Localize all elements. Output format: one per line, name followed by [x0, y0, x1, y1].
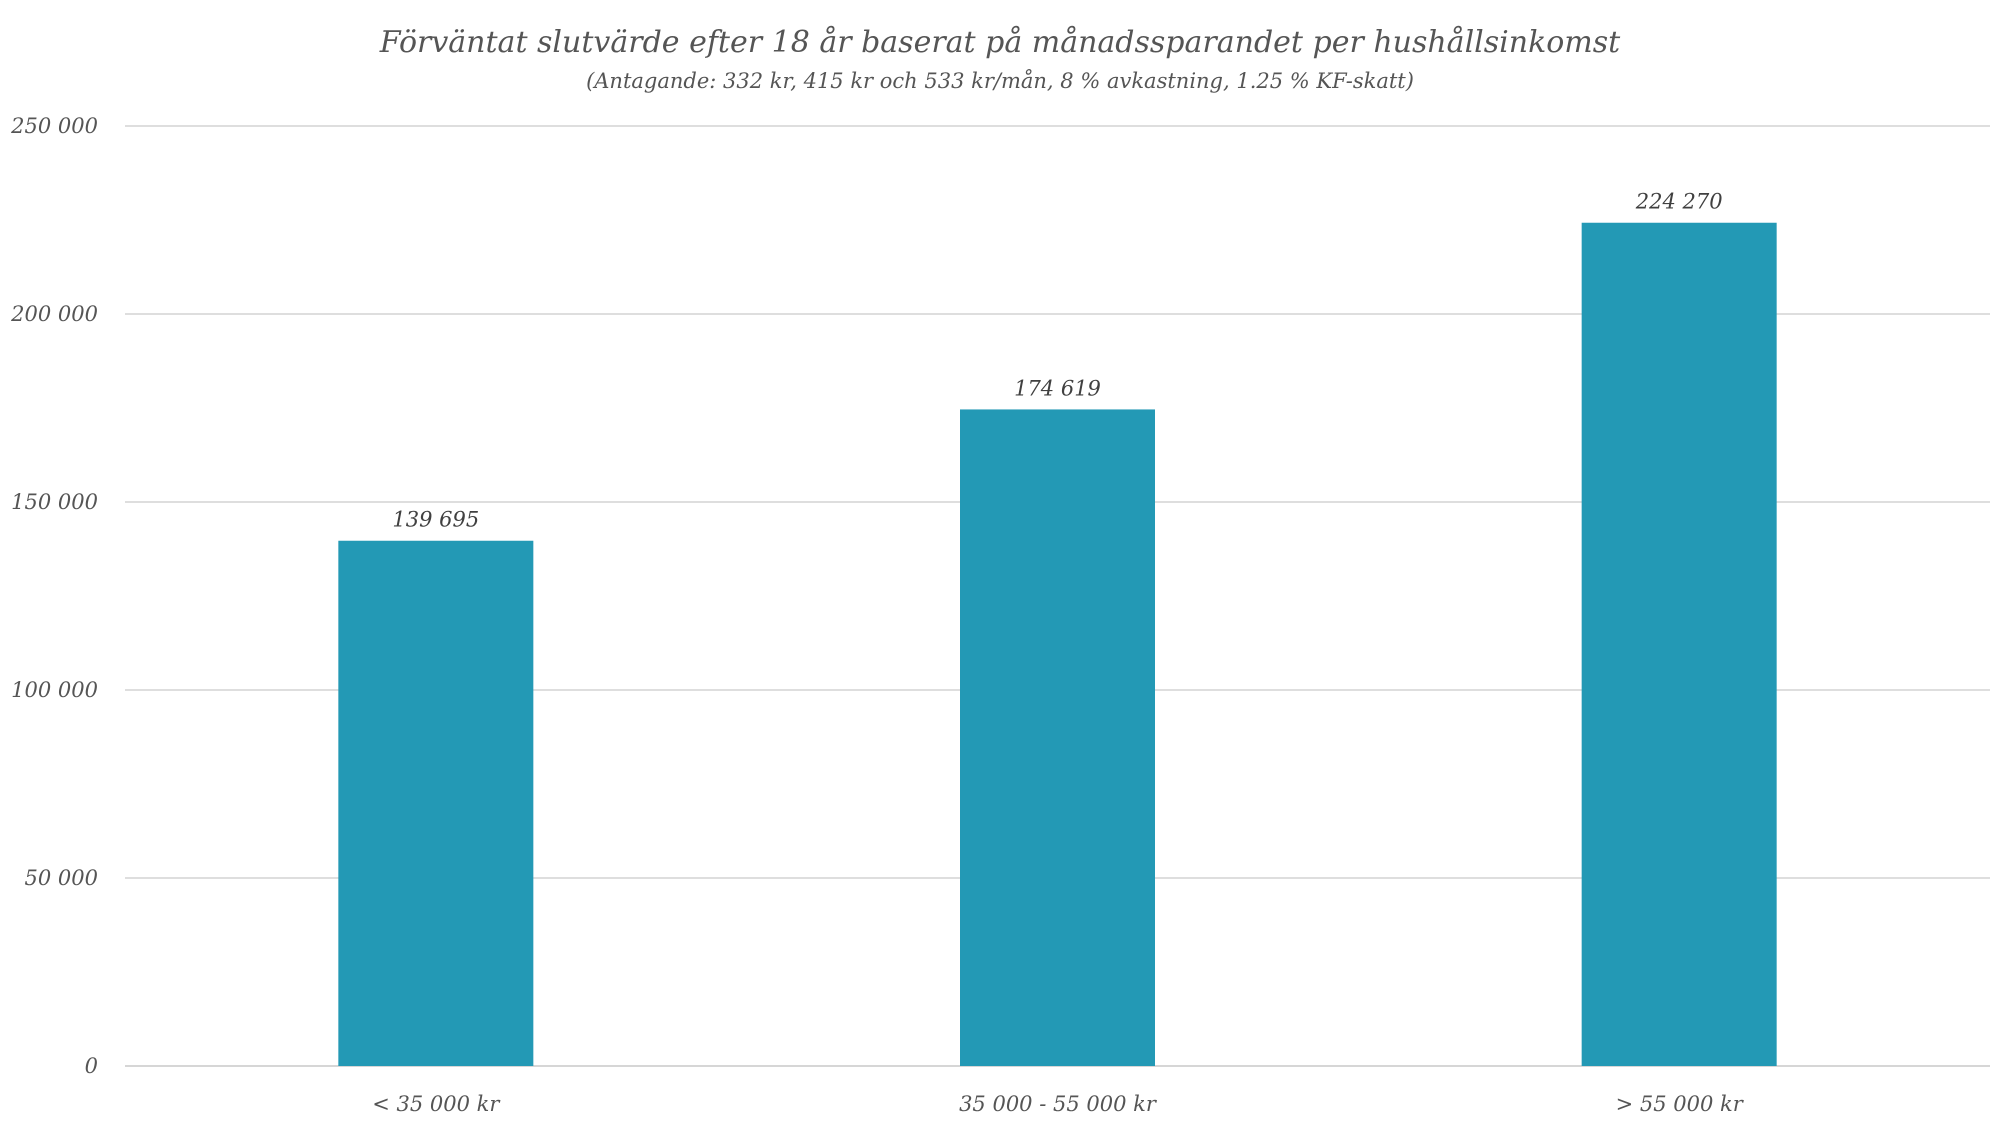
x-tick-label: > 55 000 kr: [1616, 1092, 1745, 1116]
y-tick-label: 150 000: [11, 490, 98, 514]
chart-title: Förväntat slutvärde efter 18 år baserat …: [379, 25, 1621, 60]
y-tick-label: 100 000: [11, 678, 98, 702]
data-labels: 139 695 174 619 224 270: [392, 190, 1722, 532]
x-tick-label: 35 000 - 55 000 kr: [959, 1092, 1158, 1116]
bars: [338, 222, 1777, 1066]
y-tick-label: 250 000: [10, 114, 98, 138]
x-axis-tick-labels: < 35 000 kr 35 000 - 55 000 kr > 55 000 kr: [372, 1092, 1744, 1116]
bar: [1581, 222, 1777, 1066]
bar: [338, 540, 534, 1066]
y-tick-label: 200 000: [10, 302, 98, 326]
y-tick-label: 50 000: [25, 866, 98, 890]
bar: [960, 409, 1155, 1066]
data-label: 224 270: [1635, 190, 1723, 214]
chart-subtitle: (Antagande: 332 kr, 415 kr och 533 kr/må…: [586, 69, 1414, 93]
data-label: 174 619: [1014, 376, 1101, 400]
y-axis-tick-labels: 0 50 000 100 000 150 000 200 000 250 000: [10, 114, 98, 1078]
x-tick-label: < 35 000 kr: [372, 1092, 501, 1116]
y-tick-label: 0: [85, 1054, 98, 1078]
data-label: 139 695: [392, 508, 479, 532]
